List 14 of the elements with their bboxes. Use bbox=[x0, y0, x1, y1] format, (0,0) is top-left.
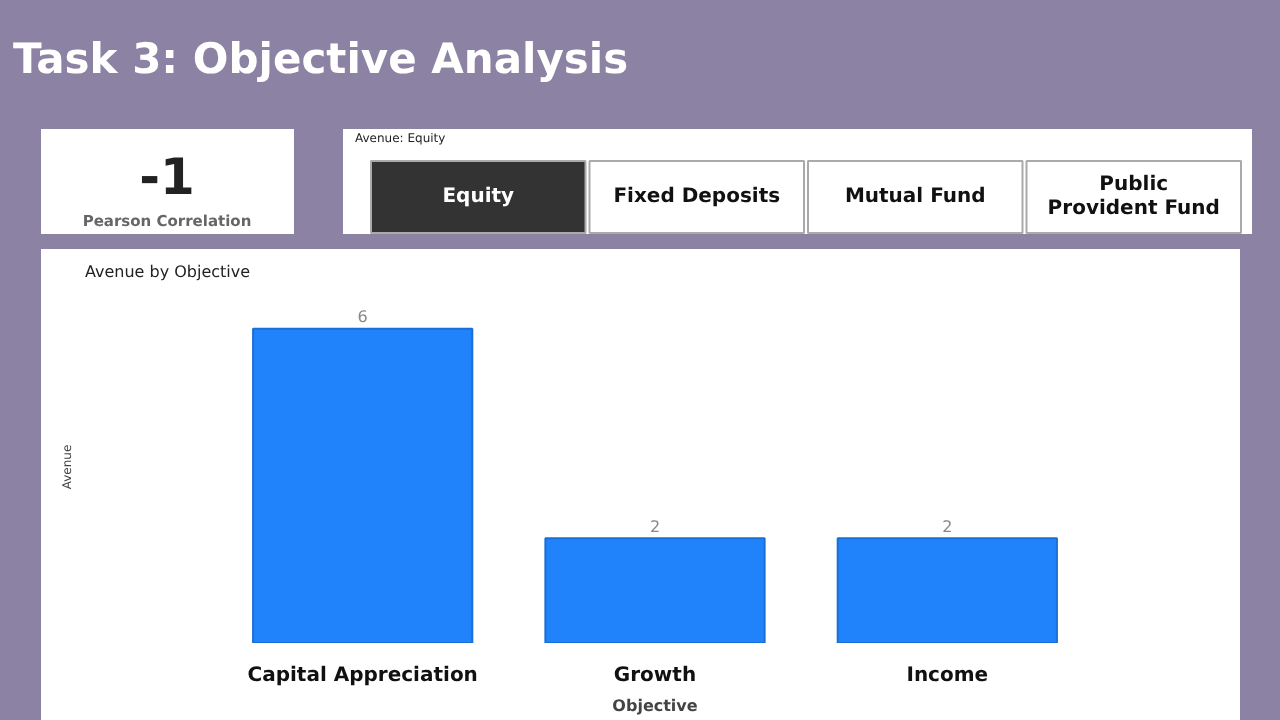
data-label: 2 bbox=[942, 517, 953, 536]
category-label: Fixed Deposits bbox=[613, 186, 781, 208]
category-label: Public Provident Fund bbox=[1047, 173, 1220, 221]
data-label: 6 bbox=[357, 308, 368, 327]
x-tick-label: Income bbox=[906, 665, 989, 687]
category-label: Equity bbox=[442, 186, 516, 208]
chart-title: Avenue by Objective bbox=[85, 263, 251, 281]
x-tick-label: Capital Appreciation bbox=[247, 665, 478, 687]
category-label: Mutual Fund bbox=[844, 186, 986, 208]
x-axis-title: Objective bbox=[612, 697, 699, 715]
x-tick-label: Growth bbox=[613, 665, 697, 687]
text: -1 bbox=[139, 148, 195, 206]
data-label: 2 bbox=[649, 517, 661, 536]
text: Task 3: Objective Analysis bbox=[13, 35, 629, 83]
